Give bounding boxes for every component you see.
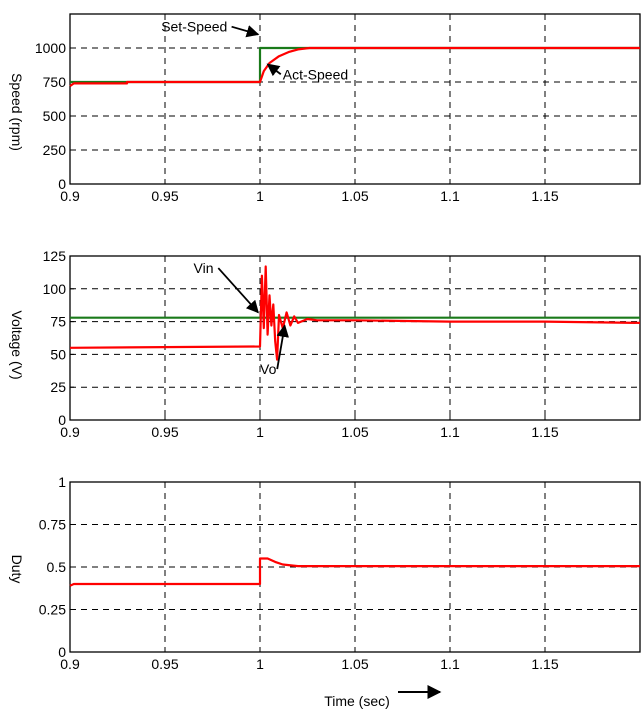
x-axis-label: Time (sec) [324, 693, 390, 709]
annotation-label: Vo [260, 361, 277, 377]
y-tick-label: 1 [58, 474, 66, 490]
y-tick-label: 125 [43, 248, 67, 264]
series-line-duty [69, 557, 640, 587]
panel-3: 0.9 0.95 1 1.05 1.1 1.15 0 0.25 0.5 0.75 1 Duty [9, 474, 641, 672]
x-tick-label: 0.95 [151, 188, 178, 204]
x-tick-label: 1.05 [341, 656, 368, 672]
x-tick-label: 1 [256, 188, 264, 204]
series-line-set-speed [70, 46, 640, 84]
y-tick-label: 0.75 [39, 517, 66, 533]
y-tick-label: 750 [43, 74, 67, 90]
x-tick-label: 1.15 [531, 656, 558, 672]
x-tick-label: 1.15 [531, 424, 558, 440]
series-line-vo [69, 265, 641, 361]
x-tick-label: 1.15 [531, 188, 558, 204]
y-tick-label: 100 [43, 281, 67, 297]
x-tick-label: 1.1 [440, 188, 460, 204]
y-tick-label: 0 [58, 176, 66, 192]
annotation-arrow [231, 25, 260, 38]
x-tick-label: 0.95 [151, 424, 178, 440]
y-tick-label: 75 [50, 314, 66, 330]
x-tick-label: 0.9 [60, 656, 80, 672]
annotation-arrow [276, 324, 289, 370]
y-tick-label: 1000 [35, 40, 66, 56]
y-tick-label: 0 [58, 644, 66, 660]
x-tick-label: 1.1 [440, 656, 460, 672]
x-tick-label: 0.9 [60, 424, 80, 440]
x-tick-label: 1 [256, 656, 264, 672]
x-tick-label: 1.05 [341, 188, 368, 204]
annotation-label: Act-Speed [283, 66, 348, 82]
annotation-arrow [266, 63, 282, 77]
y-tick-label: 0.5 [47, 559, 67, 575]
annotation-arrow [217, 267, 259, 314]
y-axis-label: Duty [9, 555, 25, 584]
x-tick-label: 1.05 [341, 424, 368, 440]
x-tick-label: 1 [256, 424, 264, 440]
y-tick-label: 25 [50, 379, 66, 395]
x-tick-label: 0.95 [151, 656, 178, 672]
x-tick-label: 0.9 [60, 188, 80, 204]
panel-1: 0.9 0.95 1 1.05 1.1 1.15 0 250 500 750 1000 Speed (… [9, 13, 641, 204]
y-tick-label: 500 [43, 108, 67, 124]
x-tick-label: 1.1 [440, 424, 460, 440]
y-tick-label: 250 [43, 142, 67, 158]
y-tick-label: 0.25 [39, 602, 66, 618]
y-tick-label: 50 [50, 346, 66, 362]
panel-2: 0.9 0.95 1 1.05 1.1 1.15 0 25 50 75 100 125 Voltage … [9, 248, 641, 440]
y-axis-label: Voltage (V) [9, 310, 25, 379]
annotation-label: Vin [194, 260, 214, 276]
y-tick-label: 0 [58, 412, 66, 428]
annotation-label: Set-Speed [161, 19, 227, 35]
y-axis-label: Speed (rpm) [9, 73, 25, 151]
